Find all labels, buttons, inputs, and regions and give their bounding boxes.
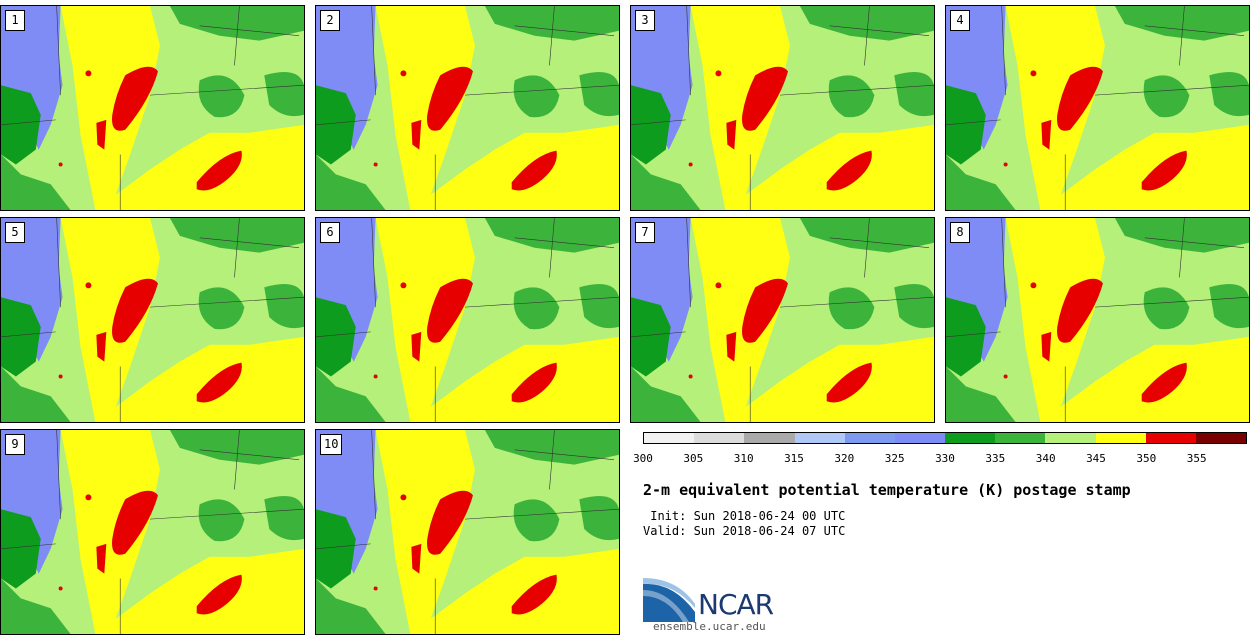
- colorbar-segment: [894, 433, 946, 443]
- colorbar-segment: [1195, 433, 1247, 443]
- colorbar-segment: [844, 433, 895, 443]
- map-panel: 5: [0, 217, 305, 423]
- theta-e-map: [316, 218, 619, 422]
- colorbar-segment: [995, 433, 1046, 443]
- colorbar-tick-label: 330: [935, 452, 955, 465]
- colorbar-tick-label: 345: [1086, 452, 1106, 465]
- theta-e-map: [631, 218, 934, 422]
- colorbar-tick-label: 350: [1136, 452, 1157, 465]
- member-label: 5: [5, 222, 25, 243]
- member-label: 6: [320, 222, 340, 243]
- logo-url: ensemble.ucar.edu: [653, 620, 766, 633]
- theta-e-map: [1, 6, 304, 210]
- map-panel: 9: [0, 429, 305, 635]
- theta-e-map: [631, 6, 934, 210]
- colorbar-tick-label: 355: [1186, 452, 1207, 465]
- colorbar-segment: [694, 433, 745, 443]
- colorbar-tick-label: 315: [784, 452, 804, 465]
- member-label: 3: [635, 10, 655, 31]
- colorbar-tick-label: 305: [683, 452, 704, 465]
- member-label: 2: [320, 10, 340, 31]
- colorbar-segment: [1095, 433, 1146, 443]
- colorbar-segment: [945, 433, 996, 443]
- colorbar-tick-label: 310: [733, 452, 754, 465]
- map-panel: 4: [945, 5, 1250, 211]
- colorbar: [643, 432, 1247, 444]
- member-label: 10: [320, 434, 343, 455]
- member-label: 8: [950, 222, 970, 243]
- theta-e-map: [1, 430, 304, 634]
- theta-e-map: [316, 6, 619, 210]
- theta-e-map: [1, 218, 304, 422]
- theta-e-map: [946, 6, 1249, 210]
- colorbar-tick-label: 335: [985, 452, 1006, 465]
- member-label: 9: [5, 434, 25, 455]
- colorbar-segment: [644, 433, 695, 443]
- colorbar-tick-label: 340: [1035, 452, 1056, 465]
- theta-e-map: [946, 218, 1249, 422]
- ncar-logo-icon: [643, 578, 695, 622]
- colorbar-tick-label: 325: [884, 452, 905, 465]
- member-label: 1: [5, 10, 25, 31]
- init-time: Init: Sun 2018-06-24 00 UTC: [643, 509, 846, 523]
- map-panel: 7: [630, 217, 935, 423]
- member-label: 4: [950, 10, 970, 31]
- colorbar-tick-label: 300: [633, 452, 653, 465]
- map-panel: 6: [315, 217, 620, 423]
- map-panel: 2: [315, 5, 620, 211]
- colorbar-tick-label: 320: [834, 452, 855, 465]
- figure-title: 2-m equivalent potential temperature (K)…: [643, 481, 1131, 499]
- theta-e-map: [316, 430, 619, 634]
- member-label: 7: [635, 222, 655, 243]
- map-panel: 3: [630, 5, 935, 211]
- colorbar-segment: [794, 433, 845, 443]
- map-panel: 10: [315, 429, 620, 635]
- map-panel: 1: [0, 5, 305, 211]
- colorbar-segment: [1045, 433, 1096, 443]
- colorbar-segment: [1145, 433, 1196, 443]
- valid-time: Valid: Sun 2018-06-24 07 UTC: [643, 524, 846, 538]
- colorbar-segment: [744, 433, 795, 443]
- map-panel: 8: [945, 217, 1250, 423]
- logo-text: NCAR: [698, 588, 774, 621]
